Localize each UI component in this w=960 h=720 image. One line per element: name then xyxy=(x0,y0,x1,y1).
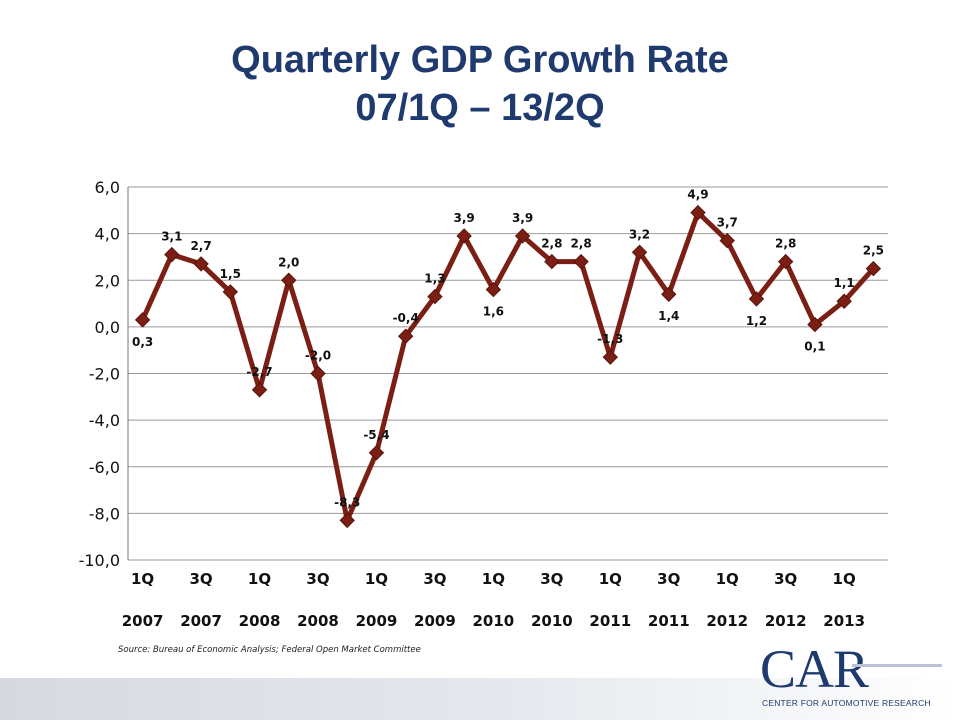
y-tick-label: -6,0 xyxy=(89,458,120,477)
source-note: Source: Bureau of Economic Analysis; Fed… xyxy=(118,645,421,655)
data-point xyxy=(514,228,531,244)
data-point xyxy=(777,253,794,270)
car-logo-rule xyxy=(852,664,942,667)
x-tick-label-year: 2008 xyxy=(239,612,281,630)
x-tick-label-year: 2013 xyxy=(823,612,865,630)
data-label: -2,0 xyxy=(305,349,331,363)
x-tick-label-year: 2009 xyxy=(414,612,456,630)
data-label: 1,6 xyxy=(483,305,504,319)
data-label: 1,4 xyxy=(658,309,679,323)
data-point xyxy=(193,256,209,272)
data-label: 0,1 xyxy=(804,340,825,354)
data-point xyxy=(281,272,297,288)
x-tick-label-quarter: 3Q xyxy=(774,570,797,588)
y-tick-label: 0,0 xyxy=(95,318,120,337)
x-tick-label-year: 2012 xyxy=(765,612,807,630)
chart-title-line1: Quarterly GDP Growth Rate xyxy=(231,39,729,81)
data-label: 3,2 xyxy=(629,227,650,241)
data-label: 3,7 xyxy=(717,216,738,230)
data-point xyxy=(631,244,648,260)
data-label: 1,2 xyxy=(746,314,767,328)
footer-band xyxy=(0,678,960,720)
data-point xyxy=(690,204,706,221)
x-tick-label-year: 2008 xyxy=(297,612,339,630)
car-logo: CAR CENTER FOR AUTOMOTIVE RESEARCH xyxy=(760,642,950,716)
data-label: 2,8 xyxy=(570,237,591,251)
data-label: 1,3 xyxy=(424,272,445,286)
car-logo-subtitle: CENTER FOR AUTOMOTIVE RESEARCH xyxy=(762,698,931,708)
x-tick-label-year: 2007 xyxy=(180,612,222,630)
y-tick-label: -2,0 xyxy=(89,365,120,384)
data-point xyxy=(251,382,268,398)
data-label: 2,0 xyxy=(278,255,299,269)
y-tick-label: 2,0 xyxy=(95,271,120,290)
data-point xyxy=(397,328,414,344)
x-tick-label-quarter: 1Q xyxy=(365,570,388,588)
y-tick-label: -10,0 xyxy=(79,551,120,570)
data-point xyxy=(368,445,385,461)
data-point xyxy=(134,312,151,328)
car-logo-mark: CAR xyxy=(760,639,869,699)
data-label: 1,1 xyxy=(834,276,855,290)
x-tick-label-quarter: 1Q xyxy=(131,570,154,588)
data-point xyxy=(602,349,619,365)
x-tick-label-year: 2012 xyxy=(706,612,748,630)
data-label: 2,5 xyxy=(863,244,884,258)
data-point xyxy=(661,286,677,302)
chart-title: Quarterly GDP Growth Rate 07/1Q – 13/2Q xyxy=(0,36,960,132)
data-point xyxy=(485,281,502,298)
data-point xyxy=(339,512,355,529)
data-label: -2,7 xyxy=(246,365,272,379)
series-line xyxy=(140,210,876,523)
data-point xyxy=(544,253,560,270)
data-point xyxy=(427,288,443,305)
data-label: -0,4 xyxy=(393,311,419,325)
data-point xyxy=(164,246,180,263)
data-point xyxy=(573,253,589,270)
data-label: 3,9 xyxy=(454,211,475,225)
x-tick-label-year: 2007 xyxy=(122,612,164,630)
data-label: 2,8 xyxy=(775,237,796,251)
data-point xyxy=(310,365,326,382)
x-tick-label-quarter: 3Q xyxy=(423,570,446,588)
y-tick-label: 6,0 xyxy=(95,178,120,197)
x-tick-label-year: 2010 xyxy=(473,612,515,630)
data-label: 3,1 xyxy=(161,230,182,244)
y-tick-label: -8,0 xyxy=(89,504,120,523)
data-label: 0,3 xyxy=(132,335,153,349)
data-label: 2,8 xyxy=(541,237,562,251)
data-label: -8,3 xyxy=(334,495,360,509)
data-point xyxy=(865,260,882,277)
x-tick-label-quarter: 3Q xyxy=(189,570,212,588)
x-tick-label-year: 2011 xyxy=(589,612,631,630)
x-tick-label-year: 2011 xyxy=(648,612,690,630)
data-label: 4,9 xyxy=(687,188,708,202)
x-tick-label-quarter: 3Q xyxy=(657,570,680,588)
data-label: -1,3 xyxy=(597,332,623,346)
x-tick-label-year: 2009 xyxy=(356,612,398,630)
data-label: 2,7 xyxy=(190,239,211,253)
x-tick-label-quarter: 3Q xyxy=(306,570,329,588)
y-tick-label: 4,0 xyxy=(95,225,120,244)
data-point xyxy=(456,228,472,244)
data-label: -5,4 xyxy=(363,428,389,442)
data-point xyxy=(748,291,765,307)
data-point xyxy=(836,293,852,309)
chart-title-line2: 07/1Q – 13/2Q xyxy=(355,87,605,129)
data-label: 3,9 xyxy=(512,211,533,225)
x-tick-label-quarter: 1Q xyxy=(599,570,622,588)
x-tick-label-quarter: 1Q xyxy=(248,570,271,588)
x-tick-label-quarter: 3Q xyxy=(540,570,563,588)
x-tick-label-quarter: 1Q xyxy=(716,570,739,588)
data-point xyxy=(807,316,823,333)
x-tick-label-quarter: 1Q xyxy=(833,570,856,588)
x-tick-label-year: 2010 xyxy=(531,612,573,630)
data-point xyxy=(719,232,735,249)
data-point xyxy=(222,284,239,300)
x-tick-label-quarter: 1Q xyxy=(482,570,505,588)
y-tick-label: -4,0 xyxy=(89,411,120,430)
data-label: 1,5 xyxy=(220,267,241,281)
